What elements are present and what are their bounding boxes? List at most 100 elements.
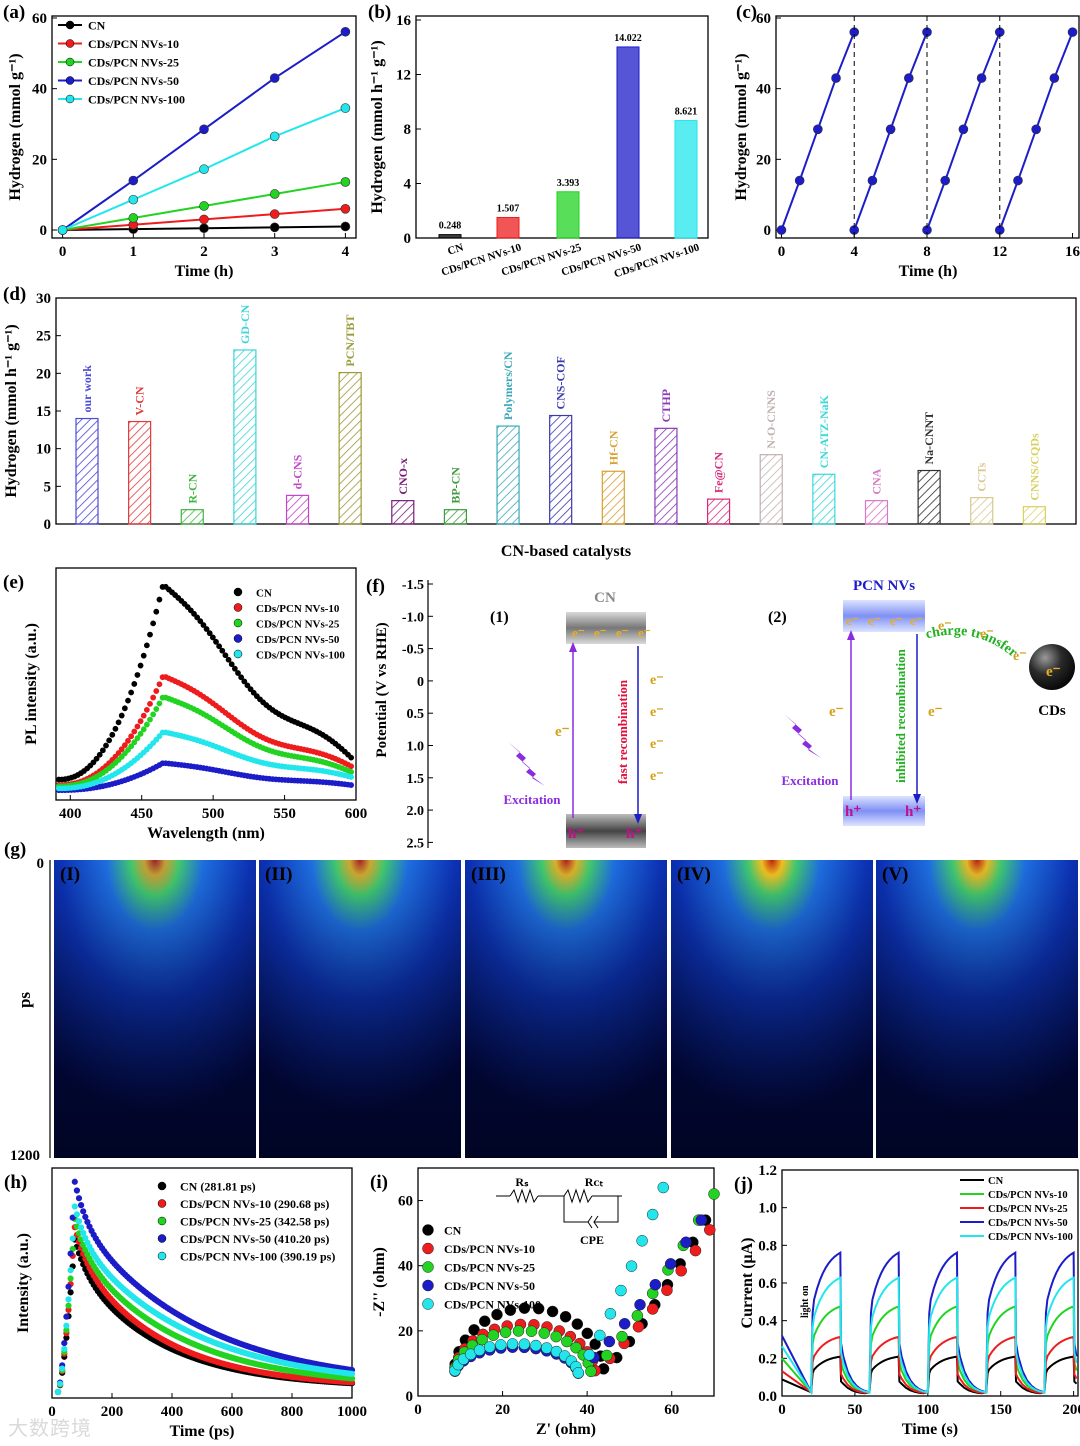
i-point: [603, 1335, 616, 1348]
i-point: [483, 1341, 496, 1353]
j-ytick-label: 1.2: [758, 1163, 777, 1179]
c-point: [794, 175, 805, 186]
i-point: [634, 1298, 646, 1311]
f-ct-e2: e⁻: [980, 627, 994, 642]
e-legend-marker: [233, 618, 243, 628]
h-point: [75, 1195, 83, 1202]
e-point: [147, 716, 153, 723]
e-point: [125, 737, 131, 744]
i-legend-marker: [422, 1261, 434, 1273]
i-point: [546, 1305, 559, 1318]
h-point: [54, 1388, 62, 1396]
c-point: [958, 124, 969, 135]
i-xtick-label: 60: [664, 1402, 679, 1418]
i-point: [618, 1318, 631, 1330]
lightning-icon-2: [784, 714, 821, 758]
e-legend-label: CDs/PCN NVs-50: [256, 634, 340, 646]
panel-f-band-diagram: (f) Potential (V vs RHE) -1.5 -1.0 -0.5 0 0.…: [366, 576, 1075, 851]
e-point: [197, 618, 204, 625]
e-legend-marker: [233, 649, 243, 659]
a-xtick-label: 4: [342, 244, 350, 260]
c-ytick-label: 60: [756, 11, 771, 27]
h-legend-label: CDs/PCN NVs-25 (342.58 ps): [180, 1215, 329, 1229]
i-point: [649, 1278, 662, 1291]
panel-c-chart: (c) 0 4 8 12 16 0 20 40 60 Time (h) Hydrogen (mmol …: [733, 2, 1080, 280]
h-ylabel: Intensity (a.u.): [15, 1233, 32, 1333]
h-point: [61, 1339, 68, 1347]
f-left-arrowhead-down: [634, 814, 642, 824]
i-point: [664, 1258, 677, 1270]
a-xtick-label: 3: [271, 244, 279, 260]
e-point: [125, 747, 131, 753]
a-xtick-label: 1: [130, 244, 138, 260]
d-bar-label: Fe@CN: [712, 452, 726, 493]
a-point: [340, 177, 351, 187]
h-point: [75, 1218, 83, 1225]
i-legend-label: CDs/PCN NVs-100: [444, 1298, 541, 1312]
d-bar-label: CNA: [869, 468, 883, 494]
h-point: [67, 1289, 74, 1296]
h-point: [61, 1345, 68, 1353]
i-point: [506, 1338, 519, 1350]
i-point: [487, 1329, 500, 1341]
c-xtick-label: 8: [923, 244, 931, 260]
cpe-icon: [593, 1215, 599, 1229]
e-legend-label: CDs/PCN NVs-10: [256, 603, 340, 615]
i-point: [570, 1341, 582, 1354]
i-point: [571, 1318, 584, 1330]
e-point: [147, 700, 153, 707]
panel-h-frame: [51, 1167, 353, 1399]
h-xtick-label: 0: [48, 1404, 56, 1420]
i-legend-marker: [422, 1298, 434, 1310]
e-point: [118, 746, 125, 753]
i-point: [616, 1330, 628, 1343]
i-point: [538, 1327, 550, 1339]
e-xlabel: Wavelength (nm): [147, 825, 265, 842]
h-xtick-label: 800: [281, 1404, 304, 1420]
b-bar: [438, 234, 462, 239]
e-point: [128, 689, 135, 696]
b-bar: [616, 46, 640, 239]
b-ytick-label: 16: [396, 13, 412, 29]
g-subpanel-label: (III): [471, 864, 506, 885]
h-point: [65, 1302, 72, 1309]
d-bar-label: CTHP: [659, 389, 673, 422]
e-point: [222, 652, 229, 659]
h-legend-label: CN (281.81 ps): [180, 1180, 256, 1194]
f-right-excitation: Excitation: [781, 773, 839, 788]
i-legend-marker: [422, 1279, 434, 1292]
f-cds-label: CDs: [1038, 703, 1066, 719]
d-bar-label: Polymers/CN: [501, 351, 515, 420]
f-right-cb-electron: e⁻: [846, 613, 859, 628]
d-bar: [970, 497, 994, 525]
j-xtick-label: 150: [989, 1402, 1012, 1418]
h-xtick-label: 400: [161, 1404, 184, 1420]
c-point: [831, 73, 841, 83]
e-xtick-label: 500: [202, 806, 225, 822]
i-point: [689, 1244, 702, 1257]
e-xtick-label: 550: [273, 806, 296, 822]
i-circuit-wire: [594, 1196, 619, 1223]
h-point: [71, 1178, 78, 1185]
d-bar: [338, 371, 362, 525]
j-ytick-label: 0.0: [758, 1389, 777, 1405]
i-cpe-label: CPE: [580, 1233, 604, 1247]
f-left-falling-electron: e⁻: [650, 737, 664, 752]
e-xtick-label: 400: [59, 806, 82, 822]
e-point: [153, 688, 160, 694]
f-left-num: (1): [490, 609, 509, 626]
d-ytick-label: 5: [44, 479, 52, 495]
i-point: [646, 1303, 659, 1315]
a-point: [57, 225, 68, 235]
h-point: [59, 1365, 66, 1372]
f-right-e-free: e⁻: [829, 704, 844, 720]
f-left-excitation: Excitation: [503, 792, 561, 807]
f-left-e-free: e⁻: [555, 724, 570, 740]
a-legend-marker: [65, 57, 75, 67]
c-point: [1067, 27, 1078, 37]
g-image-fade: [259, 860, 461, 1158]
e-point: [134, 735, 141, 742]
h-point: [67, 1250, 74, 1257]
i-point: [695, 1214, 708, 1226]
